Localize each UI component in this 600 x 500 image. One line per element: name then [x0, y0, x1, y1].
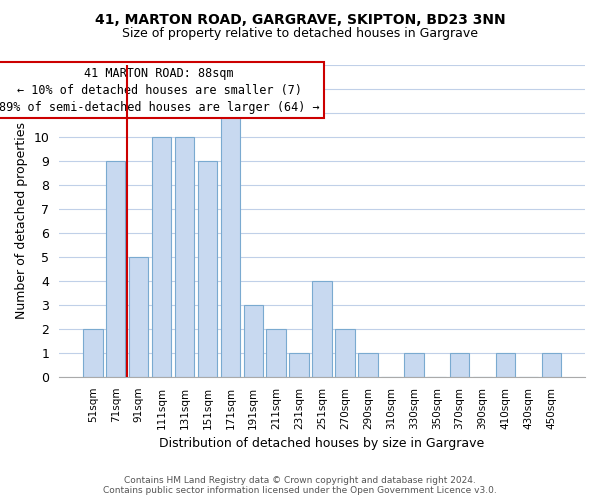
Bar	[450, 353, 469, 377]
Bar	[152, 137, 172, 377]
Bar	[83, 329, 103, 377]
Text: Contains HM Land Registry data © Crown copyright and database right 2024.
Contai: Contains HM Land Registry data © Crown c…	[103, 476, 497, 495]
Text: Size of property relative to detached houses in Gargrave: Size of property relative to detached ho…	[122, 28, 478, 40]
Bar	[197, 161, 217, 377]
Bar	[175, 137, 194, 377]
Bar	[358, 353, 377, 377]
Bar	[496, 353, 515, 377]
Text: 41 MARTON ROAD: 88sqm
← 10% of detached houses are smaller (7)
89% of semi-detac: 41 MARTON ROAD: 88sqm ← 10% of detached …	[0, 66, 319, 114]
Text: 41, MARTON ROAD, GARGRAVE, SKIPTON, BD23 3NN: 41, MARTON ROAD, GARGRAVE, SKIPTON, BD23…	[95, 12, 505, 26]
Y-axis label: Number of detached properties: Number of detached properties	[15, 122, 28, 320]
Bar	[542, 353, 561, 377]
Bar	[335, 329, 355, 377]
Bar	[266, 329, 286, 377]
Bar	[289, 353, 309, 377]
Bar	[106, 161, 125, 377]
Bar	[404, 353, 424, 377]
Bar	[221, 113, 240, 377]
Bar	[129, 257, 148, 377]
X-axis label: Distribution of detached houses by size in Gargrave: Distribution of detached houses by size …	[160, 437, 485, 450]
Bar	[313, 281, 332, 377]
Bar	[244, 305, 263, 377]
